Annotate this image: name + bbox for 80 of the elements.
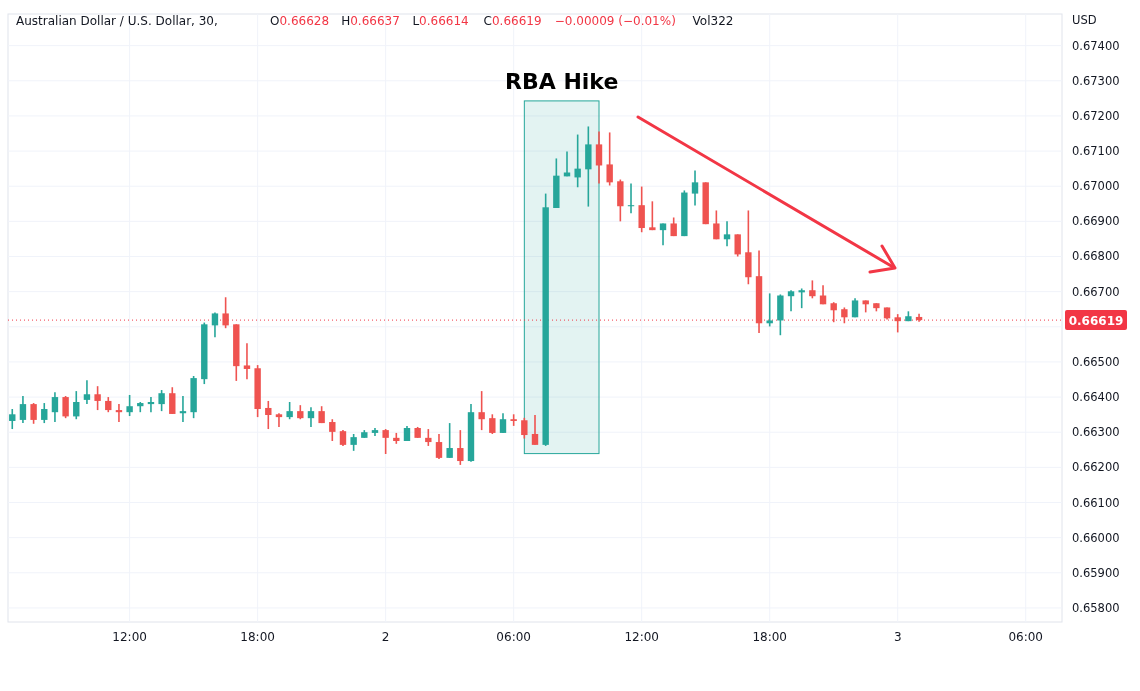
y-tick-label: 0.66500 (1072, 354, 1120, 369)
candlestick (265, 400, 272, 430)
candlestick (222, 296, 229, 329)
candlestick (638, 185, 645, 234)
candlestick (894, 313, 901, 334)
y-tick-label: 0.67000 (1072, 179, 1120, 194)
candlestick (51, 391, 59, 423)
candlestick (126, 394, 133, 417)
candlestick (649, 200, 656, 231)
candlestick (734, 233, 741, 258)
candlestick (457, 429, 464, 466)
candlestick (307, 406, 315, 428)
candlestick (179, 395, 187, 423)
y-tick-label: 0.67400 (1072, 38, 1120, 53)
candlestick (158, 389, 165, 412)
candlestick (595, 130, 603, 185)
candlestick (9, 408, 16, 430)
y-tick-label: 0.66800 (1072, 249, 1120, 264)
candlestick (606, 131, 613, 187)
candlestick (713, 209, 720, 241)
candlestick (169, 386, 176, 415)
candlestick (83, 379, 91, 405)
annotation: O0.66628 (270, 14, 330, 28)
x-tick-label: 12:00 (112, 630, 147, 644)
y-tick-label: 0.66300 (1072, 425, 1120, 440)
candlestick (329, 418, 336, 442)
band-label: RBA Hike (505, 68, 619, 94)
candlestick (382, 428, 389, 455)
candlestick (691, 169, 699, 207)
candlestick (446, 422, 453, 459)
y-tick-label: 0.66100 (1072, 495, 1120, 510)
y-tick-label: 0.65900 (1072, 565, 1120, 580)
x-tick-label: 2 (381, 630, 390, 644)
annotation: −0.00009 (−0.01%) (554, 14, 676, 28)
y-tick-label: 0.66200 (1072, 460, 1120, 475)
candlestick (62, 395, 69, 419)
annotation: Vol322 (692, 14, 734, 28)
candlestick (211, 311, 219, 339)
candlestick (531, 414, 539, 446)
candlestick (41, 402, 48, 424)
candlestick (766, 292, 773, 328)
y-tick-label: 0.66400 (1072, 390, 1120, 405)
y-axis-title: USD (1072, 13, 1097, 27)
candlestick (275, 412, 283, 428)
candlestick (478, 390, 485, 431)
annotation: C0.66619 (483, 14, 542, 28)
ref-line-label: 0.66619 (1068, 313, 1124, 328)
candlestick (489, 413, 496, 435)
y-tick-label: 0.67300 (1072, 73, 1120, 88)
x-tick-label: 18:00 (752, 630, 787, 644)
x-tick-label: 06:00 (496, 630, 531, 644)
candlestick (94, 385, 101, 411)
annotation: L0.66614 (412, 14, 469, 28)
x-tick-label: 3 (893, 630, 902, 644)
candlestick (830, 301, 837, 324)
y-tick-label: 0.67100 (1072, 144, 1120, 159)
candlestick (521, 417, 528, 440)
y-tick-label: 0.66700 (1072, 284, 1120, 299)
annotation: H0.66637 (341, 14, 400, 28)
candlestick (574, 133, 581, 189)
candlestick (243, 342, 251, 380)
y-tick-label: 0.66900 (1072, 214, 1120, 229)
y-tick-label: 0.66000 (1072, 530, 1120, 545)
candlestick (73, 390, 80, 421)
candlestick (147, 396, 155, 413)
candlestick (787, 289, 795, 313)
candlestick (659, 222, 667, 247)
candlestick (19, 395, 27, 424)
x-tick-label: 12:00 (624, 630, 659, 644)
candlestick (499, 412, 507, 434)
y-tick-label: 0.65800 (1072, 600, 1120, 615)
candlestick (115, 403, 123, 423)
y-tick-label: 0.67200 (1072, 108, 1120, 123)
chart-title: Australian Dollar / U.S. Dollar, 30, (16, 14, 218, 28)
x-tick-label: 18:00 (240, 630, 275, 644)
x-tick-label: 06:00 (1008, 630, 1044, 644)
candlestick (723, 220, 731, 248)
candlestick (798, 287, 805, 309)
candlestick (435, 433, 443, 460)
candlestick (30, 402, 37, 425)
